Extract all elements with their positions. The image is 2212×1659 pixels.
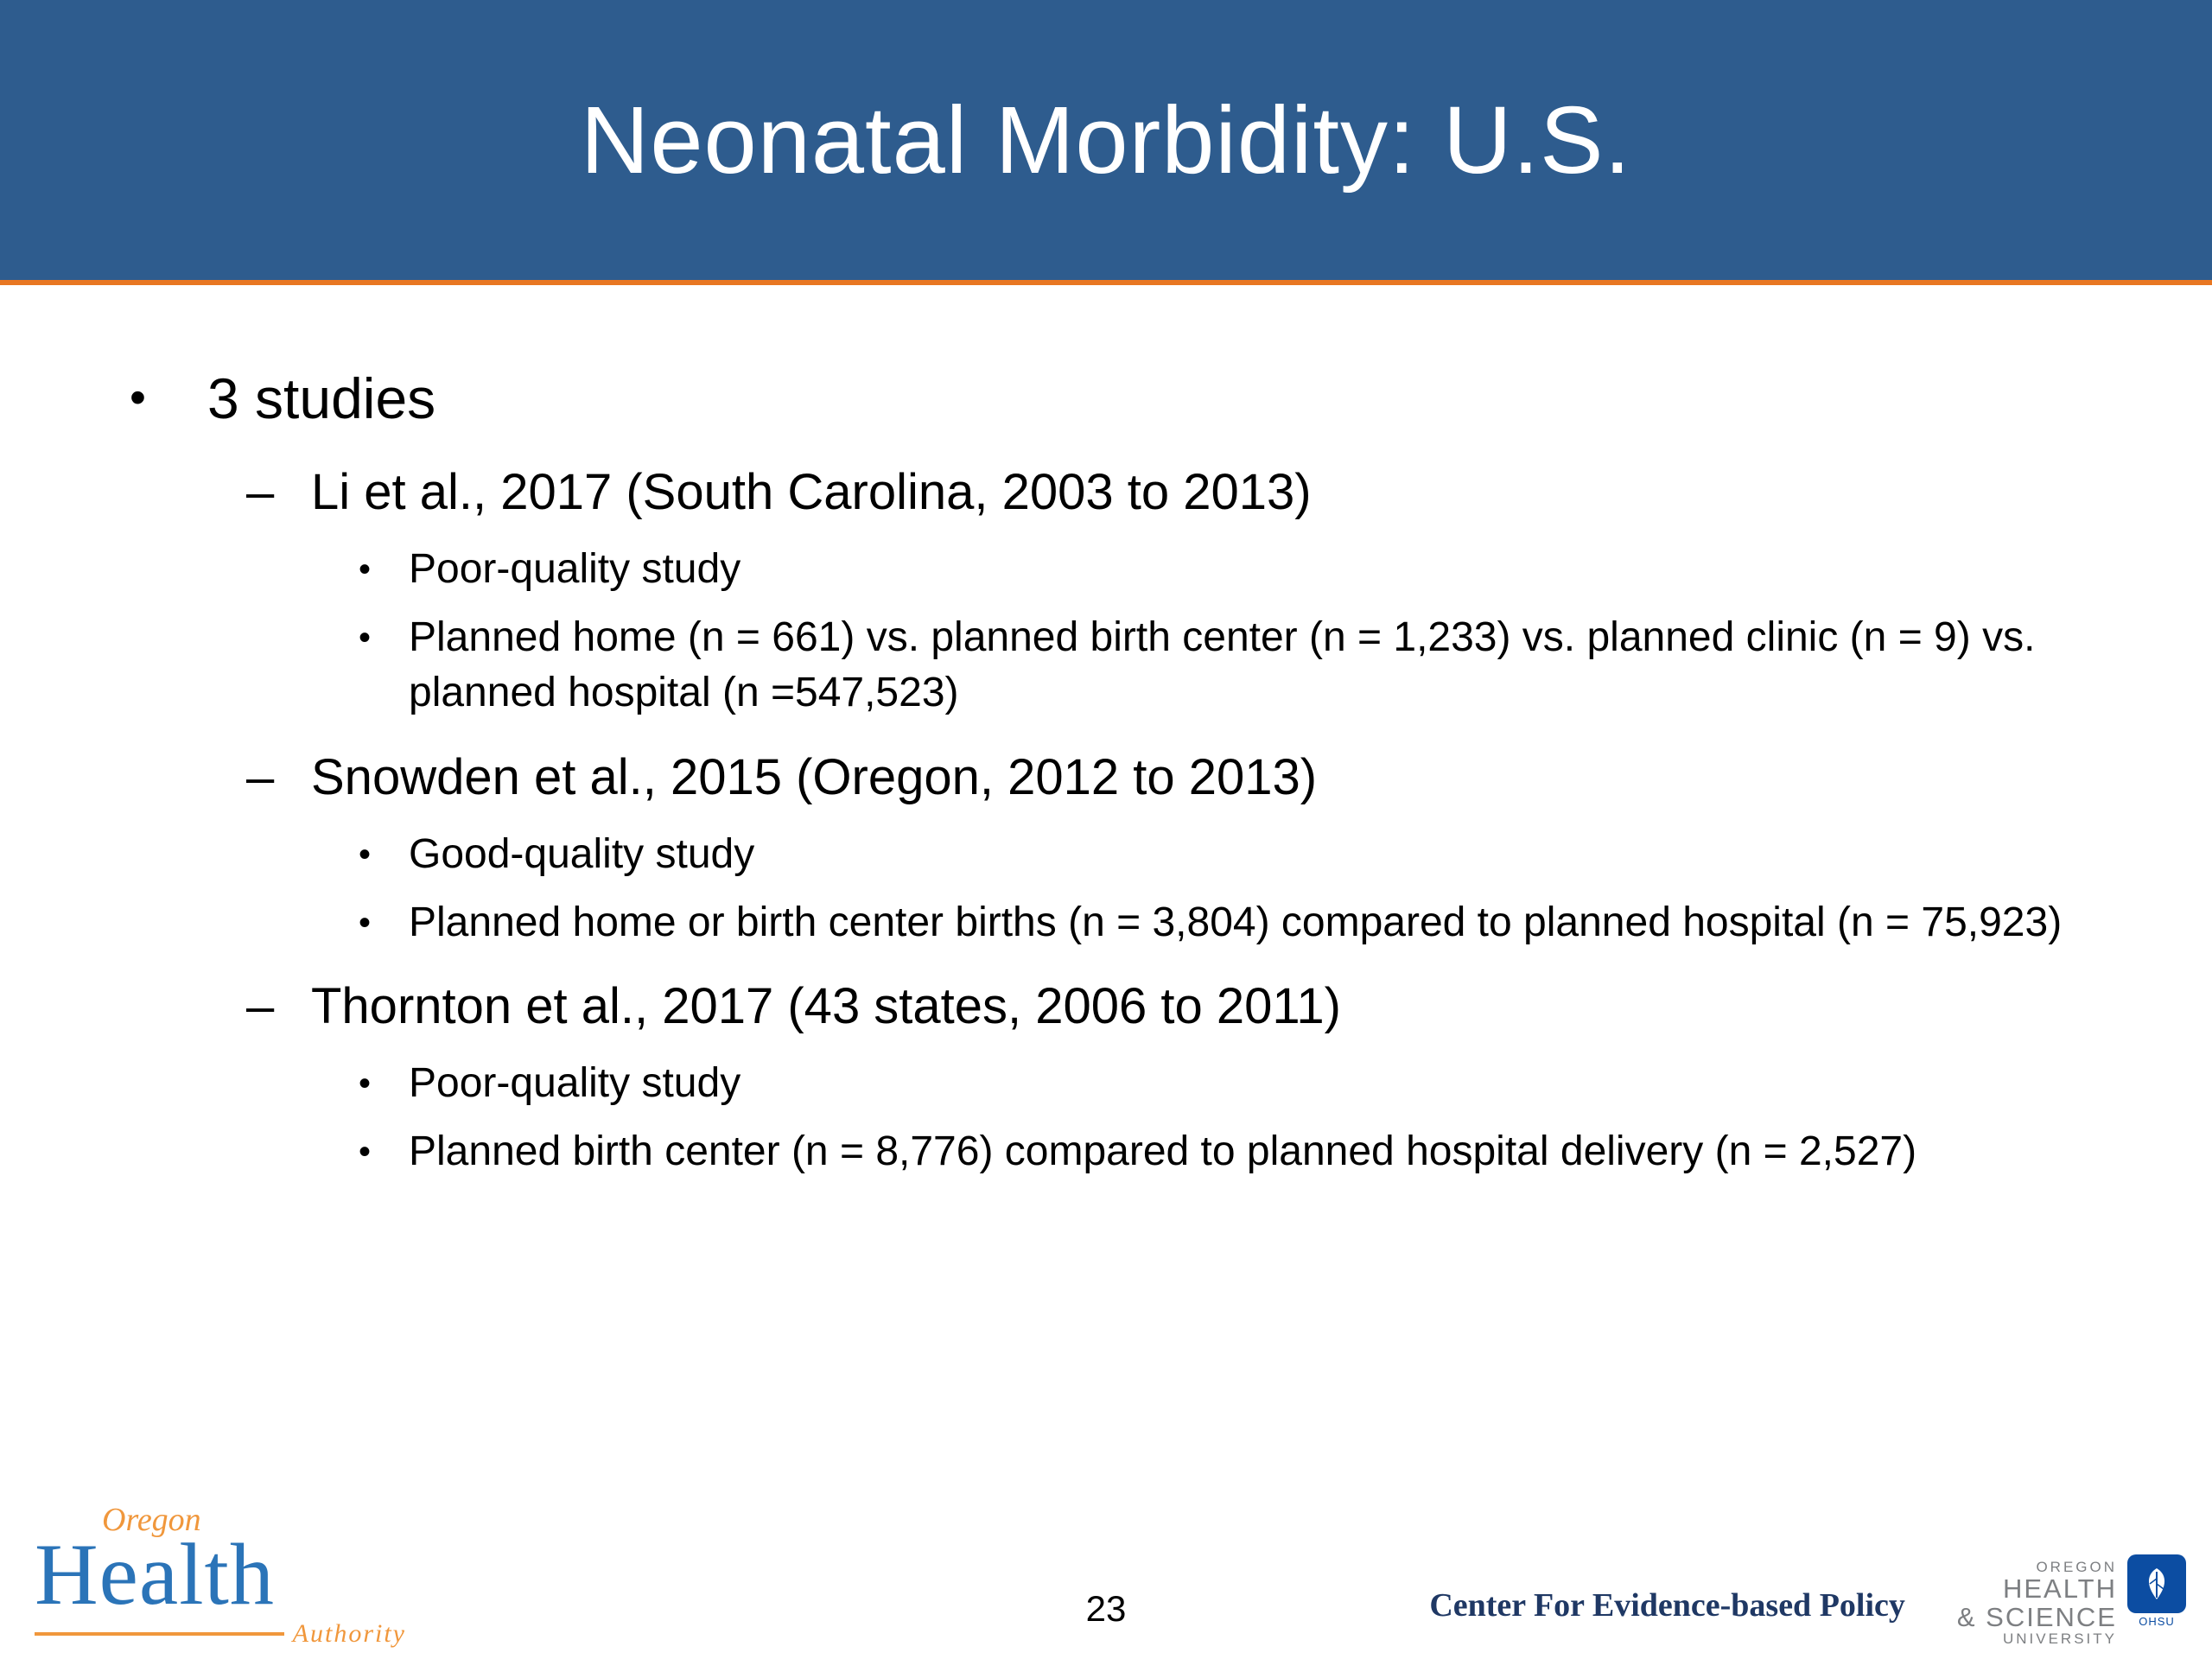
ohsu-logo: OREGON HEALTH & SCIENCE UNIVERSITY OHSU (1957, 1554, 2186, 1647)
study-point: • Poor-quality study (359, 1056, 2108, 1112)
ohsu-abbr-text: OHSU (2139, 1615, 2175, 1629)
oha-oregon-text: Oregon (102, 1502, 201, 1538)
oha-authority-text: Authority (292, 1619, 406, 1648)
study-point: • Planned birth center (n = 8,776) compa… (359, 1124, 2108, 1180)
study-heading: – Thornton et al., 2017 (43 states, 2006… (246, 976, 2108, 1037)
title-bar: Neonatal Morbidity: U.S. (0, 0, 2212, 285)
ohsu-line-university: UNIVERSITY (2002, 1630, 2117, 1648)
study-point-text: Poor-quality study (409, 545, 741, 592)
slide-footer: Oregon Health Authority 23 Center For Ev… (0, 1503, 2212, 1659)
page-number: 23 (1085, 1588, 1127, 1629)
study-heading-text: Thornton et al., 2017 (43 states, 2006 t… (311, 978, 1341, 1035)
study-point-text: Good-quality study (409, 830, 755, 877)
study-heading-text: Snowden et al., 2015 (Oregon, 2012 to 20… (311, 749, 1318, 806)
study-point-text: Planned birth center (n = 8,776) compare… (409, 1128, 1917, 1174)
study-point-text: Poor-quality study (409, 1059, 741, 1106)
footer-right-group: Center For Evidence-based Policy OREGON … (1429, 1554, 2186, 1647)
slide-title: Neonatal Morbidity: U.S. (580, 86, 1632, 194)
l2-dash-marker: – (246, 749, 275, 806)
study-point: • Good-quality study (359, 827, 2108, 883)
l3-bullet-marker: • (359, 835, 372, 874)
center-for-evidence-based-policy-text: Center For Evidence-based Policy (1429, 1587, 1905, 1624)
l2-dash-marker: – (246, 464, 275, 521)
study-point-text: Planned home or birth center births (n =… (409, 899, 2063, 945)
l3-bullet-marker: • (359, 618, 372, 657)
ohsu-wordmark: OREGON HEALTH & SCIENCE UNIVERSITY (1957, 1554, 2117, 1647)
ohsu-line-science: & SCIENCE (1956, 1601, 2117, 1632)
study-point: • Poor-quality study (359, 542, 2108, 598)
oha-authority-row: Authority (35, 1621, 406, 1647)
l3-bullet-marker: • (359, 550, 372, 588)
l3-bullet-marker: • (359, 1132, 372, 1171)
study-point: • Planned home (n = 661) vs. planned bir… (359, 610, 2108, 722)
study-point: • Planned home or birth center births (n… (359, 895, 2108, 951)
oha-health-text: Health (35, 1526, 275, 1624)
slide-body: • 3 studies – Li et al., 2017 (South Car… (0, 285, 2212, 1512)
oha-divider-line (35, 1632, 284, 1636)
study-heading-text: Li et al., 2017 (South Carolina, 2003 to… (311, 464, 1312, 521)
bullet-item-top: • 3 studies (130, 365, 2108, 433)
study-heading: – Snowden et al., 2015 (Oregon, 2012 to … (246, 747, 2108, 808)
l1-bullet-marker: • (130, 372, 146, 423)
l3-bullet-marker: • (359, 903, 372, 942)
ohsu-line-oregon: OREGON (2036, 1559, 2117, 1576)
top-bullet-text: 3 studies (207, 366, 436, 430)
l3-bullet-marker: • (359, 1064, 372, 1103)
ohsu-mark: OHSU (2127, 1554, 2186, 1628)
l2-dash-marker: – (246, 978, 275, 1035)
ohsu-leaf-icon (2127, 1554, 2186, 1614)
oregon-health-authority-logo: Oregon Health Authority (35, 1503, 406, 1647)
ohsu-line-health: HEALTH (2002, 1573, 2117, 1605)
study-point-text: Planned home (n = 661) vs. planned birth… (409, 613, 2036, 716)
study-heading: – Li et al., 2017 (South Carolina, 2003 … (246, 462, 2108, 523)
